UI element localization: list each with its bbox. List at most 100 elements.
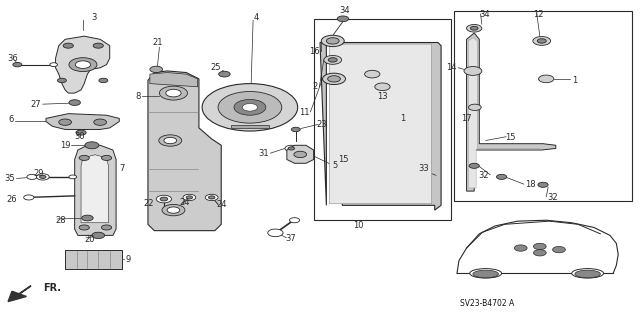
Polygon shape xyxy=(56,36,109,93)
Text: 31: 31 xyxy=(259,149,269,158)
Text: 26: 26 xyxy=(6,195,17,204)
Circle shape xyxy=(515,245,527,251)
Circle shape xyxy=(365,70,380,78)
Polygon shape xyxy=(150,72,198,87)
Polygon shape xyxy=(75,145,116,235)
Circle shape xyxy=(63,43,74,48)
Circle shape xyxy=(76,61,91,69)
Circle shape xyxy=(69,100,81,105)
Circle shape xyxy=(470,26,478,30)
Text: 32: 32 xyxy=(547,193,558,202)
Circle shape xyxy=(58,78,67,83)
Circle shape xyxy=(469,163,479,168)
Circle shape xyxy=(538,182,548,187)
Text: 13: 13 xyxy=(378,92,388,101)
Circle shape xyxy=(159,86,188,100)
Bar xyxy=(314,19,451,219)
Ellipse shape xyxy=(572,269,604,278)
Text: 3: 3 xyxy=(91,13,97,22)
Text: 7: 7 xyxy=(119,165,125,174)
Text: 33: 33 xyxy=(419,165,429,174)
Ellipse shape xyxy=(473,270,499,278)
Ellipse shape xyxy=(575,270,600,278)
Text: 25: 25 xyxy=(211,63,221,72)
Circle shape xyxy=(50,63,58,67)
Circle shape xyxy=(183,194,196,201)
Circle shape xyxy=(288,147,294,150)
Text: 29: 29 xyxy=(33,169,44,178)
Text: 10: 10 xyxy=(353,221,364,230)
Text: 1: 1 xyxy=(399,114,405,123)
Circle shape xyxy=(162,204,185,216)
Text: 16: 16 xyxy=(309,48,320,56)
Text: 27: 27 xyxy=(30,100,41,109)
Text: SV23-B4702 A: SV23-B4702 A xyxy=(460,299,515,308)
Text: 1: 1 xyxy=(572,76,577,85)
Text: 15: 15 xyxy=(505,133,515,142)
Text: 24: 24 xyxy=(180,198,190,207)
Polygon shape xyxy=(46,114,119,130)
Circle shape xyxy=(538,39,546,43)
Text: 12: 12 xyxy=(534,10,544,19)
Circle shape xyxy=(156,195,172,203)
Text: 5: 5 xyxy=(333,161,338,170)
Bar xyxy=(65,250,122,269)
Text: 6: 6 xyxy=(9,115,14,124)
Circle shape xyxy=(218,92,282,123)
Text: 17: 17 xyxy=(461,114,472,123)
Polygon shape xyxy=(148,71,221,231)
Circle shape xyxy=(82,215,93,221)
Circle shape xyxy=(294,151,307,158)
Text: 19: 19 xyxy=(60,141,70,150)
Circle shape xyxy=(468,104,481,110)
Circle shape xyxy=(326,38,339,44)
Circle shape xyxy=(101,155,111,160)
Circle shape xyxy=(94,119,106,125)
Text: 30: 30 xyxy=(75,132,85,141)
Circle shape xyxy=(467,25,482,32)
Text: 14: 14 xyxy=(447,63,457,72)
Circle shape xyxy=(324,56,342,64)
Circle shape xyxy=(79,155,90,160)
Circle shape xyxy=(209,196,215,199)
Polygon shape xyxy=(467,33,556,191)
Circle shape xyxy=(291,127,300,132)
Circle shape xyxy=(321,35,344,47)
Text: 24: 24 xyxy=(217,200,227,209)
Text: 20: 20 xyxy=(84,235,95,244)
Circle shape xyxy=(13,63,22,67)
Text: 15: 15 xyxy=(338,155,348,164)
Circle shape xyxy=(160,197,168,201)
Polygon shape xyxy=(320,38,441,210)
Text: 2: 2 xyxy=(313,82,318,91)
Text: 9: 9 xyxy=(125,255,131,263)
Polygon shape xyxy=(231,125,269,128)
Circle shape xyxy=(159,135,182,146)
Circle shape xyxy=(150,66,163,72)
Circle shape xyxy=(464,67,482,75)
Circle shape xyxy=(59,119,72,125)
Circle shape xyxy=(328,58,337,62)
Circle shape xyxy=(85,142,99,149)
Circle shape xyxy=(243,104,257,111)
Circle shape xyxy=(76,130,86,135)
Circle shape xyxy=(205,194,218,201)
Text: 22: 22 xyxy=(144,199,154,208)
Circle shape xyxy=(234,100,266,115)
Circle shape xyxy=(285,145,298,152)
Circle shape xyxy=(99,78,108,83)
Circle shape xyxy=(539,75,554,83)
Circle shape xyxy=(93,43,103,48)
Circle shape xyxy=(79,225,90,230)
Text: 34: 34 xyxy=(339,6,349,15)
Bar xyxy=(454,11,632,201)
Text: 28: 28 xyxy=(56,216,66,225)
Polygon shape xyxy=(330,41,431,204)
Circle shape xyxy=(534,250,546,256)
Circle shape xyxy=(101,225,111,230)
FancyArrow shape xyxy=(8,286,31,301)
Circle shape xyxy=(219,71,230,77)
Circle shape xyxy=(268,229,283,237)
Circle shape xyxy=(36,174,49,180)
Circle shape xyxy=(24,195,34,200)
